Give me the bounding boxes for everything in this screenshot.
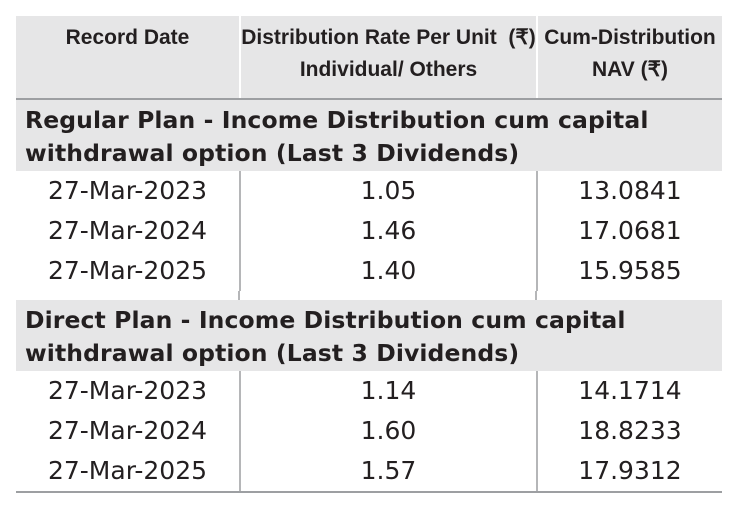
header-nav-line1: Cum-Distribution bbox=[544, 26, 716, 49]
nav-cell: 13.0841 bbox=[536, 171, 722, 211]
header-rate-line2: Individual/ Others bbox=[299, 58, 478, 81]
nav-cell: 15.9585 bbox=[536, 251, 722, 291]
section-spacer bbox=[16, 291, 722, 300]
direct-plan-rows: 27-Mar-2023 1.14 14.1714 27-Mar-2024 1.6… bbox=[16, 371, 722, 491]
record-date-cell: 27-Mar-2024 bbox=[47, 416, 208, 445]
record-date-cell: 27-Mar-2025 bbox=[47, 456, 208, 485]
rate-cell: 1.60 bbox=[239, 411, 536, 451]
section-title-line1: Direct Plan - Income Distribution cum ca… bbox=[25, 306, 626, 334]
header-distribution-rate: Distribution Rate Per Unit (₹) Individua… bbox=[239, 16, 536, 98]
rate-cell: 1.57 bbox=[239, 451, 536, 491]
nav-cell: 17.0681 bbox=[536, 211, 722, 251]
header-nav-line2: NAV (₹) bbox=[592, 58, 668, 81]
table-header: Record Date Distribution Rate Per Unit (… bbox=[16, 16, 722, 98]
regular-plan-rows: 27-Mar-2023 1.05 13.0841 27-Mar-2024 1.4… bbox=[16, 171, 722, 291]
dividend-table: Record Date Distribution Rate Per Unit (… bbox=[16, 16, 722, 493]
section-title-line2: withdrawal option (Last 3 Dividends) bbox=[25, 339, 520, 367]
nav-cell: 17.9312 bbox=[536, 451, 722, 491]
nav-cell: 14.1714 bbox=[536, 371, 722, 411]
table-row: 27-Mar-2024 1.46 17.0681 bbox=[16, 211, 722, 251]
table-row: 27-Mar-2025 1.57 17.9312 bbox=[16, 451, 722, 491]
section-title-line1: Regular Plan - Income Distribution cum c… bbox=[25, 106, 649, 134]
rate-cell: 1.05 bbox=[239, 171, 536, 211]
table-row: 27-Mar-2023 1.05 13.0841 bbox=[16, 171, 722, 211]
table-row: 27-Mar-2023 1.14 14.1714 bbox=[16, 371, 722, 411]
header-record-date-label: Record Date bbox=[65, 26, 190, 49]
section-title-line2: withdrawal option (Last 3 Dividends) bbox=[25, 139, 520, 167]
table-row: 27-Mar-2025 1.40 15.9585 bbox=[16, 251, 722, 291]
rate-cell: 1.46 bbox=[239, 211, 536, 251]
header-divider bbox=[16, 98, 722, 100]
record-date-cell: 27-Mar-2025 bbox=[47, 256, 208, 285]
rate-cell: 1.40 bbox=[239, 251, 536, 291]
record-date-cell: 27-Mar-2024 bbox=[47, 216, 208, 245]
record-date-cell: 27-Mar-2023 bbox=[47, 176, 208, 205]
record-date-cell: 27-Mar-2023 bbox=[47, 376, 208, 405]
table-bottom-rule bbox=[16, 491, 722, 493]
nav-cell: 18.8233 bbox=[536, 411, 722, 451]
header-record-date: Record Date bbox=[16, 16, 239, 98]
header-rate-line1: Distribution Rate Per Unit (₹) bbox=[241, 26, 536, 49]
section-title-regular-plan: Regular Plan - Income Distribution cum c… bbox=[16, 100, 722, 171]
section-title-direct-plan: Direct Plan - Income Distribution cum ca… bbox=[16, 300, 722, 371]
rate-cell: 1.14 bbox=[239, 371, 536, 411]
header-cum-nav: Cum-Distribution NAV (₹) bbox=[536, 16, 722, 98]
table-row: 27-Mar-2024 1.60 18.8233 bbox=[16, 411, 722, 451]
